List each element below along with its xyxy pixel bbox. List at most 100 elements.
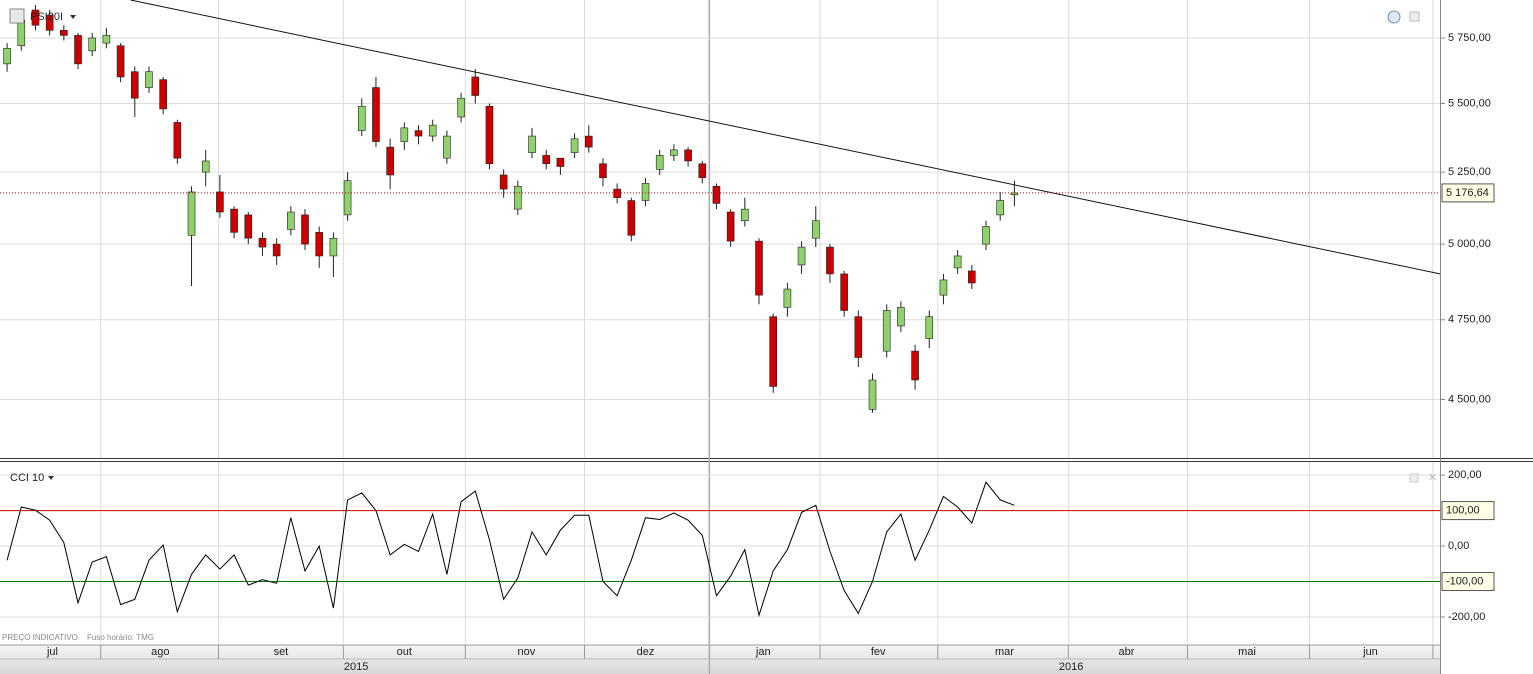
candle-body xyxy=(868,379,877,410)
candle-body xyxy=(145,71,153,88)
dropdown-arrow[interactable] xyxy=(70,15,76,19)
close-icon[interactable]: ✕ xyxy=(1428,472,1437,484)
candle-body xyxy=(201,160,210,173)
y-tick-label: 4 500,00 xyxy=(1448,393,1491,405)
y-tick-label: -200,00 xyxy=(1448,611,1485,623)
x-tick-label: abr xyxy=(1119,646,1135,658)
cci-line xyxy=(6,481,1015,618)
x-tick-label: mai xyxy=(1238,646,1256,658)
candle-body xyxy=(230,208,238,233)
candle-body xyxy=(755,240,763,296)
indicator-title[interactable]: CCI 10 xyxy=(10,472,44,484)
plot: jul ago set out nov dez jan fev mar abr mai jun 2015… xyxy=(0,0,1495,674)
candle-body xyxy=(173,122,182,159)
dropdown-arrow[interactable] xyxy=(48,476,54,480)
window-icon[interactable] xyxy=(1409,473,1419,483)
level-label: 100,00 xyxy=(1446,504,1480,516)
candle-body xyxy=(74,35,82,65)
candle-body xyxy=(783,288,792,308)
candle-body xyxy=(301,214,309,245)
symbol-title[interactable]: PSI20I xyxy=(30,11,63,23)
year-label: 2015 xyxy=(344,661,368,673)
candle-body xyxy=(968,270,976,284)
candle-body xyxy=(428,124,437,137)
candle-body xyxy=(655,155,664,170)
candle-body xyxy=(400,127,409,142)
y-tick-label: 4 750,00 xyxy=(1448,314,1491,326)
candle-body xyxy=(996,200,1004,216)
level-label-box xyxy=(1441,501,1495,521)
year-label: 2016 xyxy=(1059,661,1083,673)
candle-body xyxy=(31,9,40,26)
candle-body xyxy=(925,316,934,339)
x-tick-label: fev xyxy=(871,646,886,658)
candle-body xyxy=(244,214,253,239)
clock-icon[interactable] xyxy=(1387,10,1401,24)
candle-body xyxy=(216,191,224,213)
x-tick-label: jul xyxy=(46,646,58,658)
candle-body xyxy=(599,163,607,179)
candle-body xyxy=(726,211,735,242)
candle-body xyxy=(982,226,990,245)
candle-body xyxy=(187,191,196,236)
candle-body xyxy=(882,310,891,352)
footnote: Fuso horário: TMG xyxy=(87,633,154,642)
candle-body xyxy=(88,37,97,52)
candle-body xyxy=(414,130,423,137)
candle-body xyxy=(698,163,707,179)
candle-body xyxy=(840,273,848,311)
y-tick-label: 5 250,00 xyxy=(1448,166,1491,178)
x-tick-label: out xyxy=(397,646,412,658)
candle-body xyxy=(670,149,678,156)
candle-body xyxy=(556,157,565,167)
y-tick-label: 5 000,00 xyxy=(1448,238,1491,250)
candle-body xyxy=(45,14,54,31)
candle-body xyxy=(897,307,905,327)
candle-body xyxy=(797,246,806,266)
y-tick-label: 5 500,00 xyxy=(1448,97,1491,109)
candle-body xyxy=(471,76,480,96)
candle-body xyxy=(499,174,508,190)
x-tick-label: ago xyxy=(151,646,169,658)
candle-body xyxy=(613,188,621,198)
candle-body xyxy=(17,19,26,46)
candle-body xyxy=(315,232,324,257)
x-tick-label: nov xyxy=(517,646,535,658)
window-icon[interactable] xyxy=(1409,11,1420,22)
level-label: -100,00 xyxy=(1446,575,1483,587)
candle-body xyxy=(372,87,380,142)
y-tick-label: 0,00 xyxy=(1448,540,1469,552)
candle-body xyxy=(741,208,749,221)
x-tick-label: jun xyxy=(1362,646,1378,658)
candle-body xyxy=(485,105,494,165)
candle-body xyxy=(811,220,820,239)
candle-body xyxy=(329,237,338,257)
candle-body xyxy=(357,105,366,131)
candle-body xyxy=(457,97,465,118)
candle-body xyxy=(514,185,522,210)
x-tick-label: mar xyxy=(995,646,1014,658)
symbol-icon[interactable] xyxy=(9,8,25,24)
candle-body xyxy=(102,35,111,44)
candle-body xyxy=(641,183,650,201)
candle-body xyxy=(826,246,834,275)
x-tick-label: dez xyxy=(637,646,655,658)
candle-body xyxy=(287,211,295,230)
candle-body xyxy=(443,135,451,159)
trend-line xyxy=(130,0,1441,275)
candle-body xyxy=(343,180,352,216)
candle-body xyxy=(130,71,139,99)
candle-body xyxy=(3,47,11,65)
candle-body xyxy=(258,237,267,248)
candle-body xyxy=(953,255,962,269)
y-tick-label: 5 750,00 xyxy=(1448,32,1491,44)
candle-body xyxy=(570,138,579,153)
candle-body xyxy=(911,350,919,381)
candle-body xyxy=(712,185,721,204)
candle-body xyxy=(272,243,281,257)
x-tick-label: set xyxy=(274,646,289,658)
candle-body xyxy=(627,200,636,236)
x-tick-label: jan xyxy=(755,646,771,658)
candle-body xyxy=(116,45,125,78)
